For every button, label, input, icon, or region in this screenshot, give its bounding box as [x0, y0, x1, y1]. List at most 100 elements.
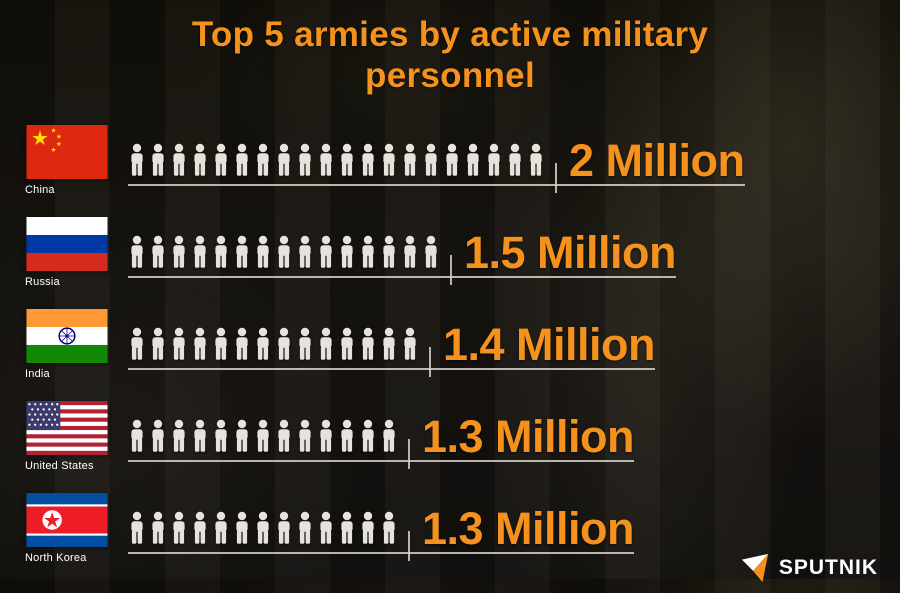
tick-mark: [555, 163, 557, 194]
icon-row: [128, 419, 398, 453]
chart-row-united-states: United States 1.3 Million: [0, 390, 900, 482]
person-icon: [296, 327, 314, 361]
person-icon: [338, 235, 356, 269]
person-icon: [191, 143, 209, 177]
sputnik-logo-text: SPUTNIK: [778, 556, 878, 579]
person-icon: [275, 419, 293, 453]
person-icon: [296, 419, 314, 453]
tick-mark: [429, 347, 431, 378]
person-icon: [254, 143, 272, 177]
person-icon: [338, 511, 356, 545]
value-label: 1.3 Million: [422, 410, 635, 462]
person-icon: [485, 143, 503, 177]
person-icon: [380, 143, 398, 177]
person-icon: [380, 419, 398, 453]
person-icon: [128, 419, 146, 453]
person-icon: [422, 143, 440, 177]
person-icon: [527, 143, 545, 177]
north-korea-flag-icon: [25, 492, 128, 547]
bar: 1.3 Million: [128, 410, 635, 470]
country-label: China: [25, 183, 55, 196]
person-icon: [191, 235, 209, 269]
value-label: 1.3 Million: [422, 502, 635, 554]
person-icon: [170, 419, 188, 453]
person-icon: [212, 511, 230, 545]
russia-flag-icon: [25, 216, 128, 271]
bar: 1.4 Million: [128, 318, 656, 378]
person-icon: [254, 419, 272, 453]
icon-row: [128, 143, 545, 177]
person-icon: [464, 143, 482, 177]
icon-row: [128, 235, 440, 269]
person-icon: [275, 327, 293, 361]
person-icon: [170, 327, 188, 361]
value-label: 1.5 Million: [464, 226, 677, 278]
person-icon: [128, 511, 146, 545]
sputnik-logo-icon: [740, 553, 770, 583]
flag-column: India: [25, 308, 128, 380]
person-icon: [275, 235, 293, 269]
person-icon: [422, 235, 440, 269]
person-icon: [506, 143, 524, 177]
person-icon: [338, 419, 356, 453]
person-icon: [191, 327, 209, 361]
chart-row-india: India 1.4 Million: [0, 298, 900, 390]
person-icon: [275, 143, 293, 177]
person-icon: [149, 143, 167, 177]
person-icon: [212, 235, 230, 269]
icon-row: [128, 327, 419, 361]
chart-row-russia: Russia 1.5 Million: [0, 206, 900, 298]
person-icon: [170, 235, 188, 269]
person-icon: [380, 327, 398, 361]
value-label: 2 Million: [569, 134, 745, 186]
country-label: Russia: [25, 275, 60, 288]
chart-row-north-korea: North Korea 1.3 Million: [0, 482, 900, 574]
person-icon: [212, 327, 230, 361]
value-label: 1.4 Million: [443, 318, 656, 370]
person-icon: [128, 235, 146, 269]
icon-row: [128, 511, 398, 545]
tick-mark: [408, 439, 410, 470]
person-icon: [359, 327, 377, 361]
page-title: Top 5 armies by active military personne…: [191, 15, 709, 96]
person-icon: [149, 327, 167, 361]
country-label: United States: [25, 459, 94, 472]
person-icon: [191, 511, 209, 545]
chart-row-china: China 2 Million: [0, 114, 900, 206]
person-icon: [254, 235, 272, 269]
person-icon: [317, 511, 335, 545]
person-icon: [170, 511, 188, 545]
person-icon: [380, 511, 398, 545]
united-states-flag-icon: [25, 400, 128, 455]
person-icon: [212, 143, 230, 177]
flag-column: China: [25, 124, 128, 196]
person-icon: [359, 419, 377, 453]
person-icon: [359, 511, 377, 545]
person-icon: [233, 327, 251, 361]
person-icon: [233, 143, 251, 177]
flag-column: United States: [25, 400, 128, 472]
bar: 1.5 Million: [128, 226, 677, 286]
person-icon: [275, 511, 293, 545]
person-icon: [338, 143, 356, 177]
india-flag-icon: [25, 308, 128, 363]
china-flag-icon: [25, 124, 128, 179]
person-icon: [317, 235, 335, 269]
person-icon: [170, 143, 188, 177]
sputnik-logo: SPUTNIK: [740, 553, 878, 583]
person-icon: [296, 511, 314, 545]
bar: 1.3 Million: [128, 502, 635, 562]
person-icon: [401, 327, 419, 361]
person-icon: [296, 143, 314, 177]
person-icon: [149, 511, 167, 545]
tick-mark: [450, 255, 452, 286]
person-icon: [233, 511, 251, 545]
person-icon: [128, 327, 146, 361]
person-icon: [359, 235, 377, 269]
person-icon: [401, 235, 419, 269]
person-icon: [128, 143, 146, 177]
person-icon: [212, 419, 230, 453]
person-icon: [401, 143, 419, 177]
person-icon: [149, 419, 167, 453]
person-icon: [233, 419, 251, 453]
